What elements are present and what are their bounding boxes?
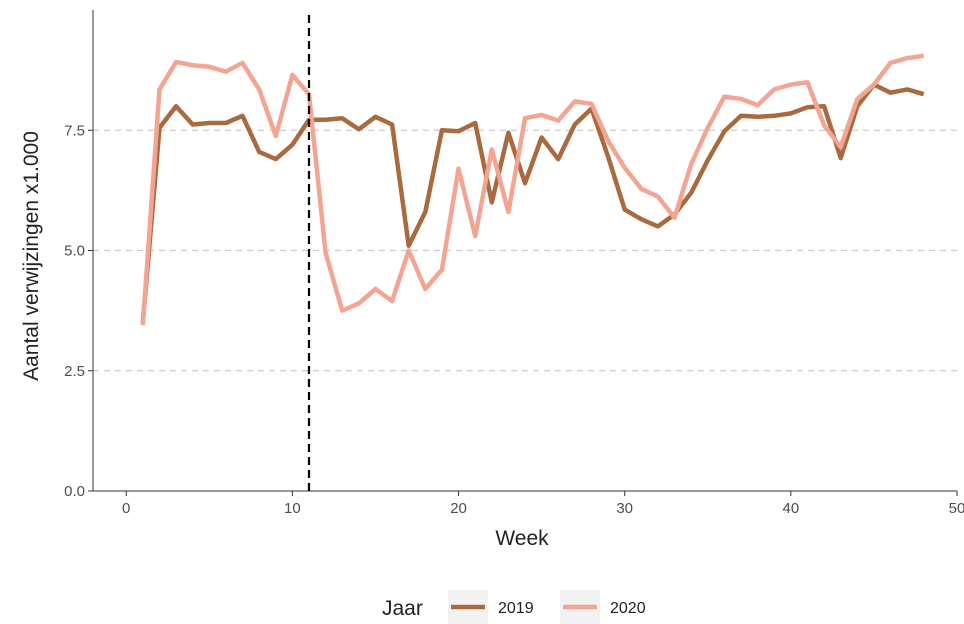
x-tick-label: 20 [450, 500, 467, 517]
series-line-2020 [140, 53, 925, 326]
series-lines [140, 53, 925, 326]
x-tick-label: 10 [284, 500, 301, 517]
series-line-2019 [140, 82, 925, 323]
y-tick-label: 2.5 [64, 363, 85, 380]
x-tick-label: 50 [949, 500, 964, 517]
x-tick-label: 40 [783, 500, 800, 517]
tick-labels: 0.0 2.5 5.0 7.5 0 10 20 30 40 50 [64, 122, 964, 517]
legend-title: Jaar [382, 597, 423, 620]
x-axis-title: Week [495, 527, 549, 550]
y-tick-label: 5.0 [64, 243, 85, 260]
legend-label-2020: 2020 [610, 600, 646, 617]
legend: Jaar 2019 2020 [382, 590, 646, 624]
x-tick-label: 0 [122, 500, 130, 517]
y-tick-label: 0.0 [64, 483, 85, 500]
y-axis-title: Aantal verwijzingen x1.000 [20, 131, 43, 381]
x-tick-label: 30 [616, 500, 633, 517]
grid-lines [93, 129, 957, 372]
legend-label-2019: 2019 [498, 600, 534, 617]
y-tick-label: 7.5 [64, 122, 85, 139]
